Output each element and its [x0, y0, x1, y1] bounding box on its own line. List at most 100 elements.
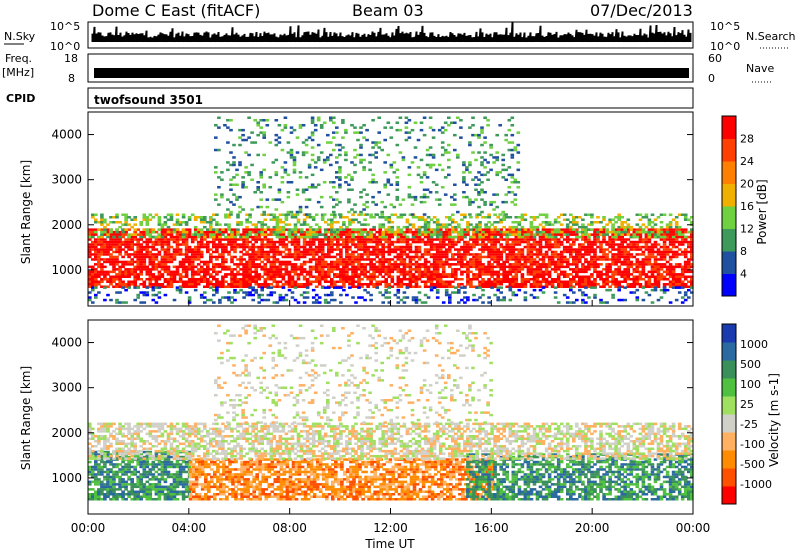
power-cell	[572, 258, 576, 261]
power-cell	[157, 228, 162, 231]
power-cell	[690, 255, 694, 259]
power-cell	[496, 273, 500, 276]
power-cell	[690, 278, 694, 281]
power-cell	[460, 218, 464, 221]
power-cell	[508, 228, 513, 231]
power-cell	[305, 273, 310, 276]
power-cell	[100, 258, 104, 261]
power-cell	[683, 253, 688, 256]
power-cell	[247, 173, 251, 177]
power-cell	[553, 235, 558, 239]
power-cell	[262, 183, 266, 186]
power-cell	[263, 253, 268, 256]
power-cell	[253, 141, 257, 144]
power-cell	[263, 235, 268, 239]
power-cell	[632, 263, 637, 266]
power-cell	[254, 273, 258, 276]
power-cell	[466, 283, 470, 286]
power-cell	[635, 258, 640, 261]
power-cell	[496, 278, 500, 281]
power-cell	[266, 240, 271, 244]
power-cell	[166, 213, 171, 216]
power-cell	[529, 221, 534, 224]
power-cell	[313, 124, 318, 127]
power-cell	[544, 240, 549, 244]
power-cell	[218, 240, 222, 244]
power-cell	[199, 245, 204, 249]
power-cell	[683, 235, 688, 239]
power-cell	[544, 268, 549, 271]
power-cell	[305, 280, 310, 283]
power-cell	[151, 243, 156, 246]
power-cell	[209, 283, 213, 286]
power-cell	[469, 235, 473, 239]
power-cell	[263, 270, 268, 274]
power-cell	[163, 223, 168, 226]
power-cell	[635, 230, 640, 234]
power-cell	[662, 238, 667, 241]
power-cell	[130, 260, 134, 264]
power-cell	[481, 283, 485, 286]
power-cell	[330, 233, 334, 236]
power-cell	[281, 228, 286, 231]
power-cell	[368, 181, 372, 184]
power-cell	[544, 265, 549, 269]
power-cell	[302, 260, 307, 264]
station-title: Dome C East (fitACF)	[92, 1, 260, 20]
power-cell	[339, 248, 343, 251]
power-cell	[514, 285, 519, 288]
power-cell	[330, 278, 334, 281]
power-cell	[238, 195, 242, 199]
power-cell	[100, 280, 104, 283]
power-cell	[399, 270, 404, 274]
power-cell	[239, 255, 243, 259]
power-cell	[339, 260, 343, 264]
power-cell	[599, 243, 603, 246]
power-cell	[121, 263, 125, 266]
power-cell	[378, 250, 382, 254]
power-cell	[635, 213, 640, 216]
power-cell	[351, 280, 355, 283]
power-cell	[538, 275, 543, 278]
power-cell	[593, 263, 597, 266]
power-cell	[136, 240, 140, 244]
power-cell	[227, 253, 231, 256]
power-cell	[434, 191, 439, 194]
power-cell	[632, 235, 637, 239]
power-cell	[357, 260, 361, 264]
power-cell	[363, 238, 367, 241]
power-cell	[584, 213, 588, 216]
power-cell	[623, 278, 627, 281]
power-cell	[172, 238, 177, 241]
power-cell	[245, 240, 249, 244]
power-cell	[556, 283, 561, 286]
power-cell	[484, 243, 488, 246]
power-cell	[124, 275, 128, 278]
power-cell	[327, 255, 331, 259]
power-cell	[384, 258, 388, 261]
power-cell	[517, 216, 522, 219]
power-cell	[463, 243, 467, 246]
power-cell	[514, 235, 519, 239]
power-cell	[109, 235, 113, 239]
power-cell	[463, 263, 467, 266]
power-cell	[662, 255, 667, 259]
power-cell	[190, 260, 195, 264]
power-cell	[572, 285, 576, 288]
power-cell	[169, 216, 174, 219]
power-cell	[307, 186, 312, 189]
power-cell	[426, 275, 431, 278]
power-cell	[538, 268, 543, 271]
power-cell	[118, 245, 122, 249]
power-cell	[193, 248, 198, 251]
power-cell	[354, 265, 358, 269]
power-cell	[484, 230, 488, 234]
power-cell	[247, 171, 251, 174]
power-cell	[242, 235, 246, 239]
power-cell	[593, 258, 597, 261]
power-cell	[444, 233, 449, 236]
power-cell	[368, 153, 372, 157]
power-cell	[413, 195, 418, 199]
power-cell	[608, 218, 612, 221]
power-cell	[514, 221, 519, 224]
